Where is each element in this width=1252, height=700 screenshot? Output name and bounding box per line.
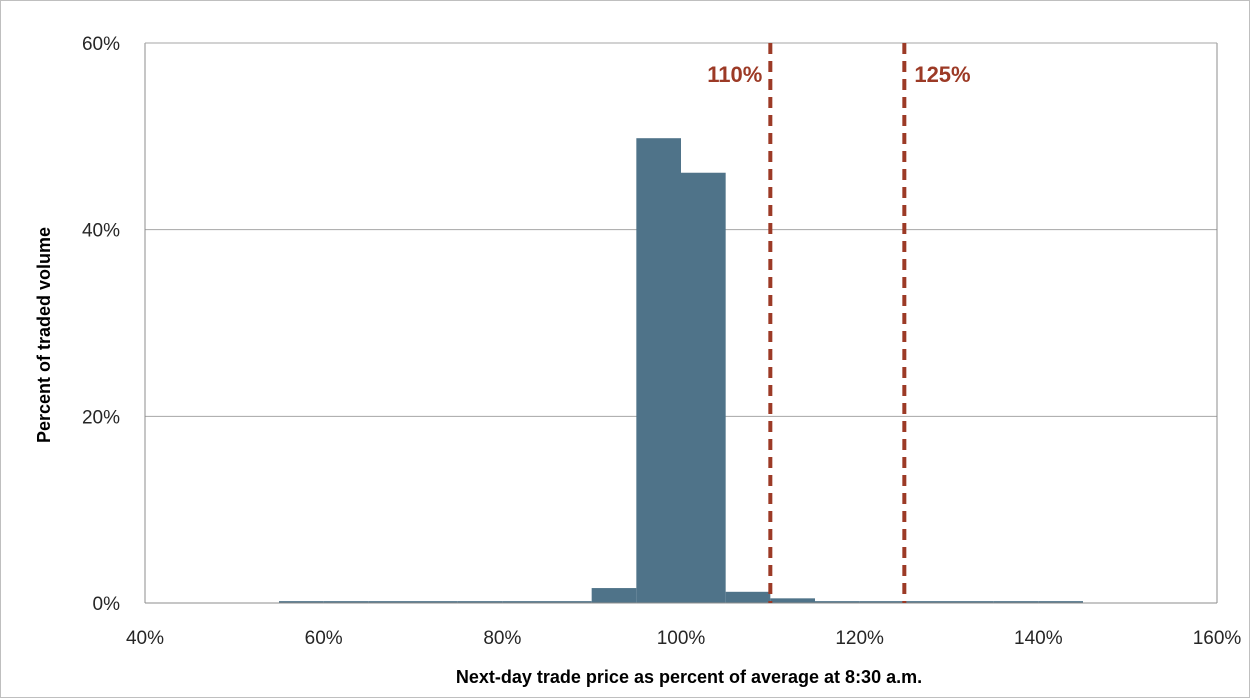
histogram-bar xyxy=(859,601,905,603)
histogram-bar xyxy=(770,598,815,603)
histogram-bar xyxy=(368,601,413,603)
y-tick-labels: 0% 20% 40% 60% xyxy=(82,34,120,615)
x-tick-label: 40% xyxy=(126,628,164,649)
x-tick-label: 120% xyxy=(835,628,884,649)
y-tick-label: 40% xyxy=(82,221,120,242)
y-tick-label: 20% xyxy=(82,407,120,428)
histogram-bar xyxy=(636,138,681,603)
histogram-bar xyxy=(323,601,369,603)
histogram-bar xyxy=(502,601,547,603)
histogram-bar xyxy=(993,601,1039,603)
histogram-bars xyxy=(279,138,1083,603)
x-tick-label: 140% xyxy=(1014,628,1063,649)
histogram-bar xyxy=(1038,601,1083,603)
histogram-bar xyxy=(413,601,458,603)
x-tick-label: 160% xyxy=(1193,628,1242,649)
histogram-bar xyxy=(547,601,592,603)
x-tick-label: 80% xyxy=(483,628,521,649)
histogram-bar xyxy=(591,588,637,603)
histogram-bar xyxy=(279,601,324,603)
x-tick-label: 100% xyxy=(657,628,706,649)
x-tick-label: 60% xyxy=(305,628,343,649)
histogram-bar xyxy=(904,601,949,603)
histogram-bar xyxy=(681,172,726,603)
reference-line-label: 110% xyxy=(707,62,762,87)
reference-lines: 110% 125% xyxy=(707,43,971,603)
y-tick-label: 60% xyxy=(82,34,120,55)
y-tick-label: 0% xyxy=(93,594,121,615)
x-tick-labels: 40% 60% 80% 100% 120% 140% 160% xyxy=(126,628,1241,649)
axes xyxy=(144,42,1218,604)
histogram-bar xyxy=(949,601,994,603)
x-axis-title: Next-day trade price as percent of avera… xyxy=(456,667,922,687)
histogram-bar xyxy=(815,601,860,603)
reference-line-label: 125% xyxy=(914,62,970,87)
y-axis-title: Percent of traded volume xyxy=(34,227,54,443)
histogram-bar xyxy=(457,601,503,603)
histogram-bar xyxy=(725,591,771,603)
